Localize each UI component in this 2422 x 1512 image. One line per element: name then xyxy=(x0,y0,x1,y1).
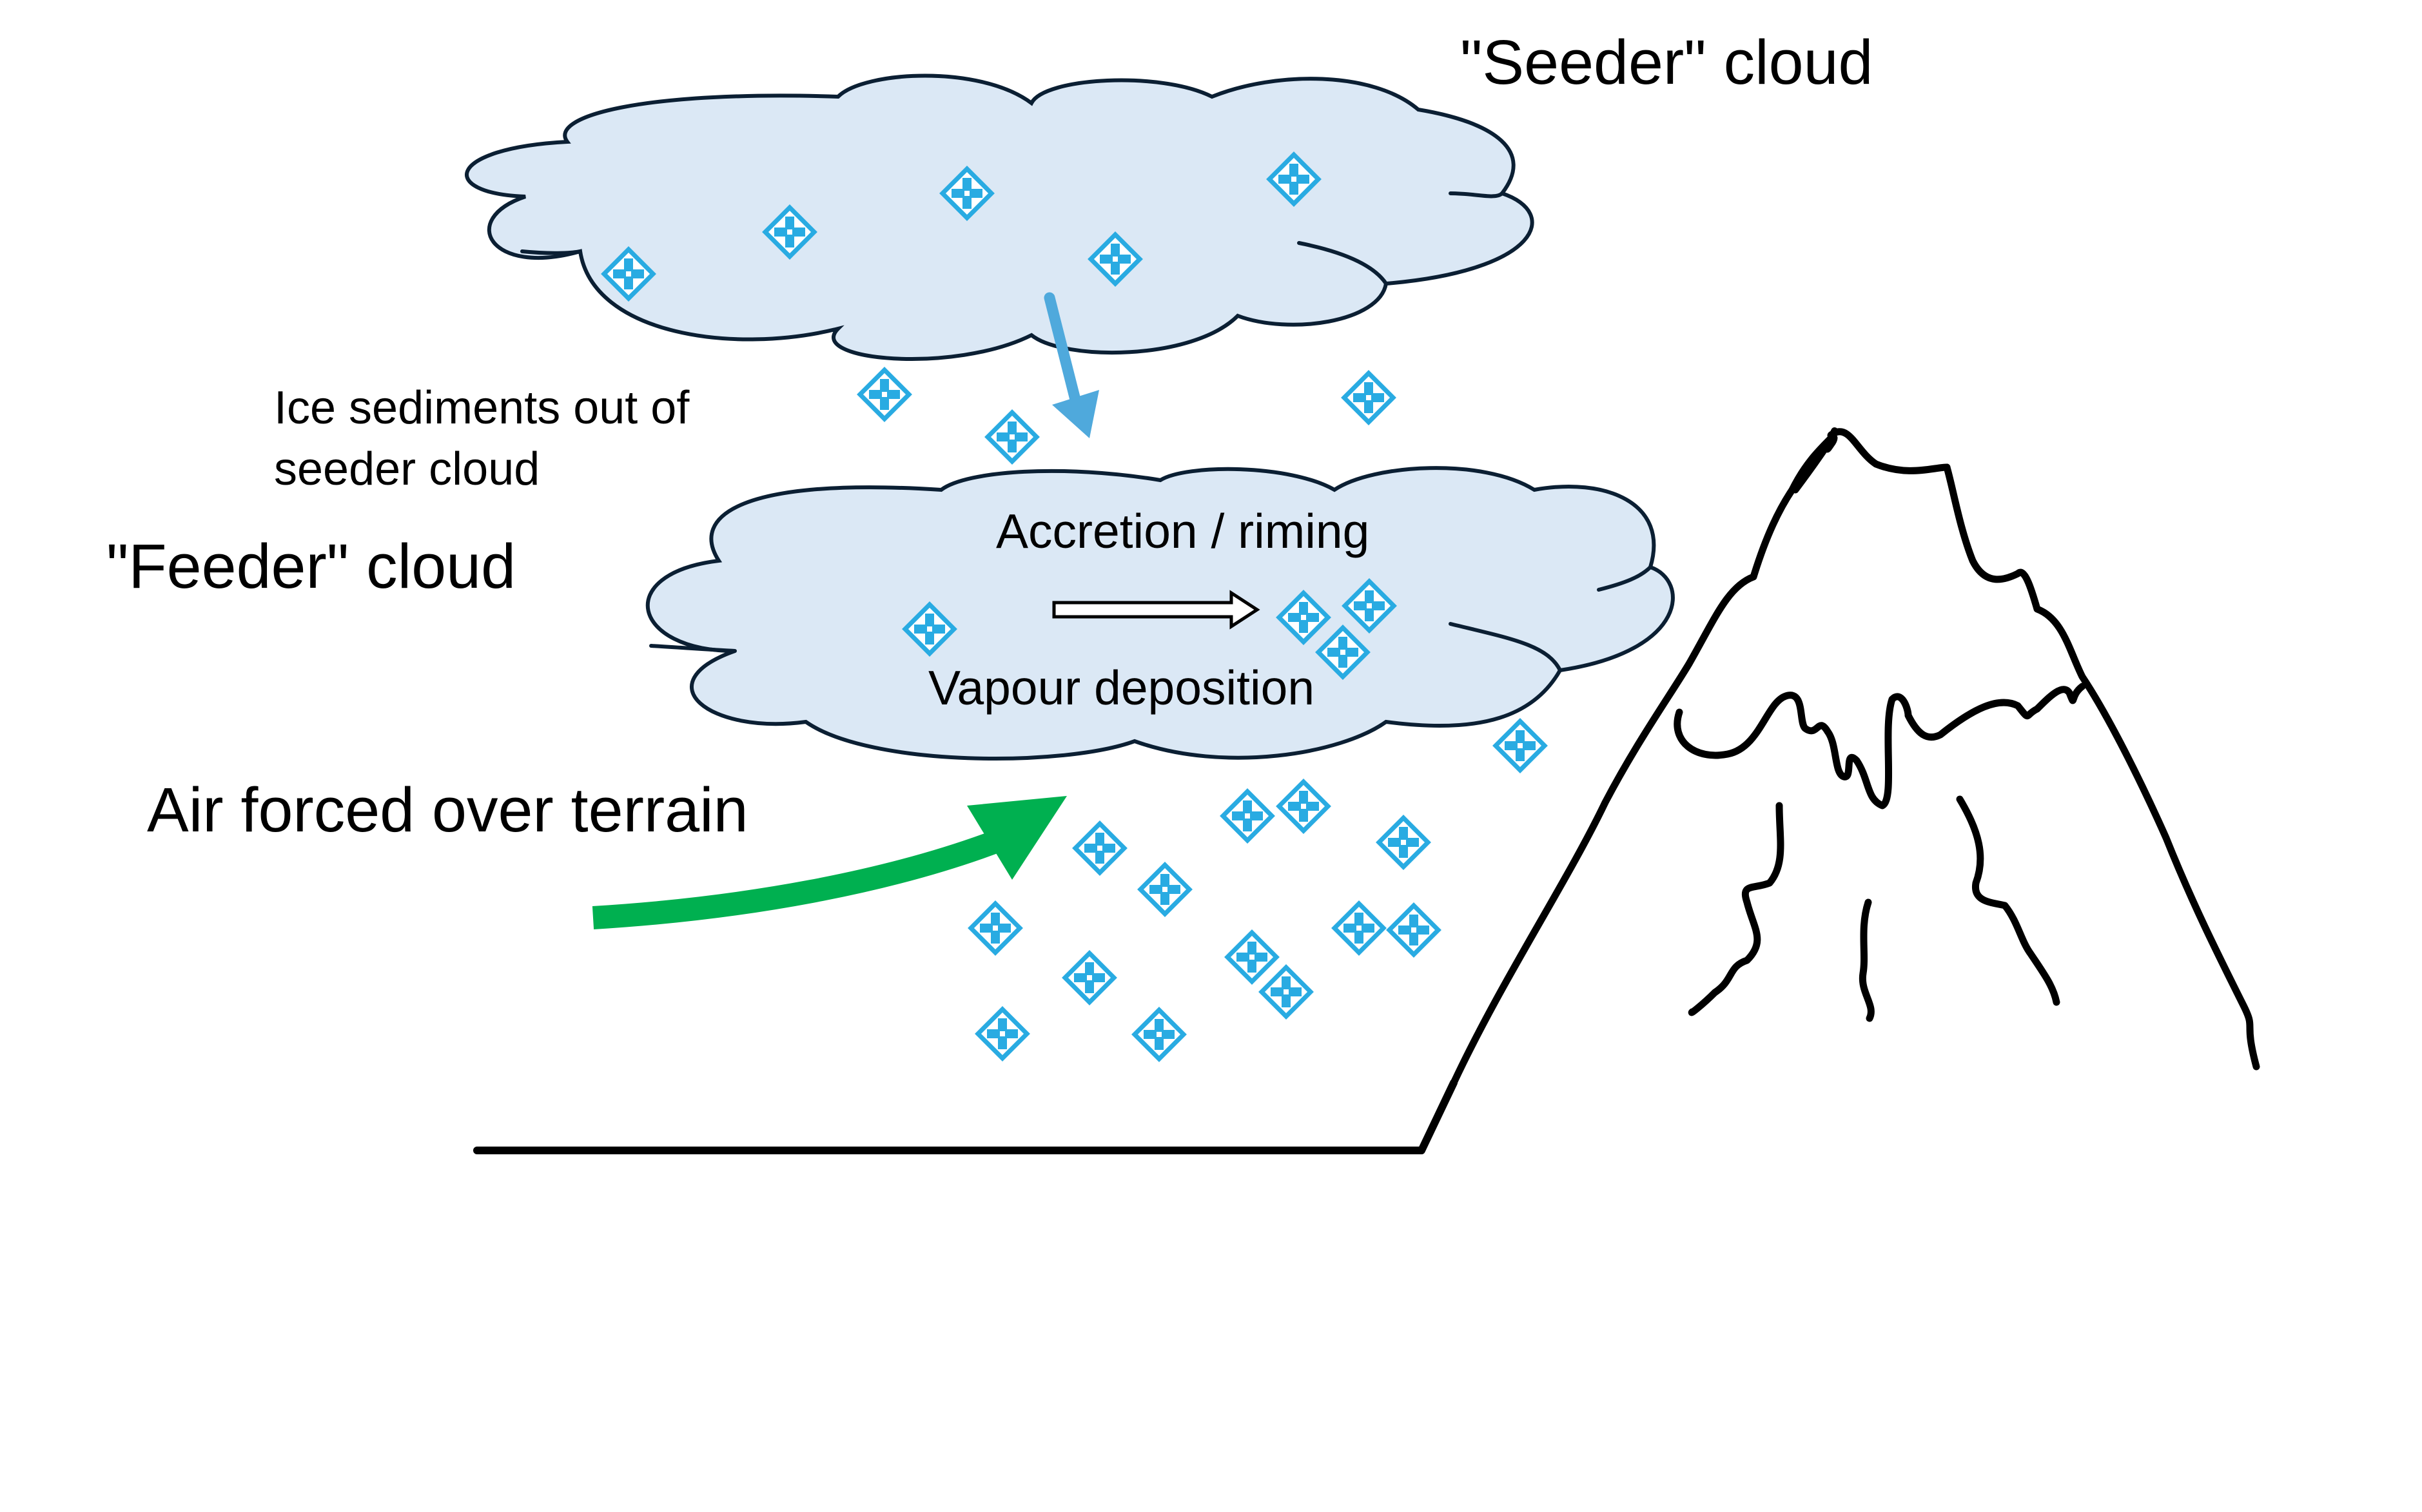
seeder-cloud-label: "Seeder" cloud xyxy=(1460,27,1873,97)
feeder-cloud-label: "Feeder" cloud xyxy=(106,531,516,601)
ice-crystal-icon xyxy=(1334,904,1383,953)
ice-crystal-icon xyxy=(1262,967,1311,1016)
air-forced-label: Air forced over terrain xyxy=(147,775,748,845)
ice-crystals-precipitation xyxy=(971,721,1545,1059)
mountain xyxy=(1450,427,2260,1087)
seeder-cloud xyxy=(465,73,1534,361)
ice-crystal-icon xyxy=(1065,953,1114,1002)
ice-crystal-icon xyxy=(988,412,1037,461)
sediment-arrow xyxy=(1044,292,1099,438)
ice-crystal-icon xyxy=(1227,933,1276,982)
ice-crystal-icon xyxy=(1389,906,1438,955)
ice-crystals-falling xyxy=(860,370,1393,461)
ice-crystal-icon xyxy=(978,1009,1027,1058)
ice-crystal-icon xyxy=(1135,1010,1184,1059)
ice-crystal-icon xyxy=(971,904,1020,953)
ice-crystal-icon xyxy=(860,370,909,419)
ice-crystal-icon xyxy=(1075,824,1124,873)
ice-crystal-icon xyxy=(1140,865,1189,914)
process-arrow xyxy=(1052,590,1260,630)
ground-line xyxy=(473,1079,1458,1154)
ice-sediments-label-line1: Ice sediments out of xyxy=(274,382,690,434)
ice-crystal-icon xyxy=(1223,791,1272,840)
ice-crystal-icon xyxy=(1379,818,1428,867)
airflow-arrow xyxy=(592,796,1067,929)
ice-sediments-label-line2: seeder cloud xyxy=(274,443,540,495)
vapour-deposition-label: Vapour deposition xyxy=(928,661,1314,715)
ice-crystal-icon xyxy=(1279,782,1328,831)
accretion-label: Accretion / riming xyxy=(996,504,1369,558)
ice-crystal-icon xyxy=(1496,721,1545,770)
ice-crystal-icon xyxy=(1344,373,1393,422)
